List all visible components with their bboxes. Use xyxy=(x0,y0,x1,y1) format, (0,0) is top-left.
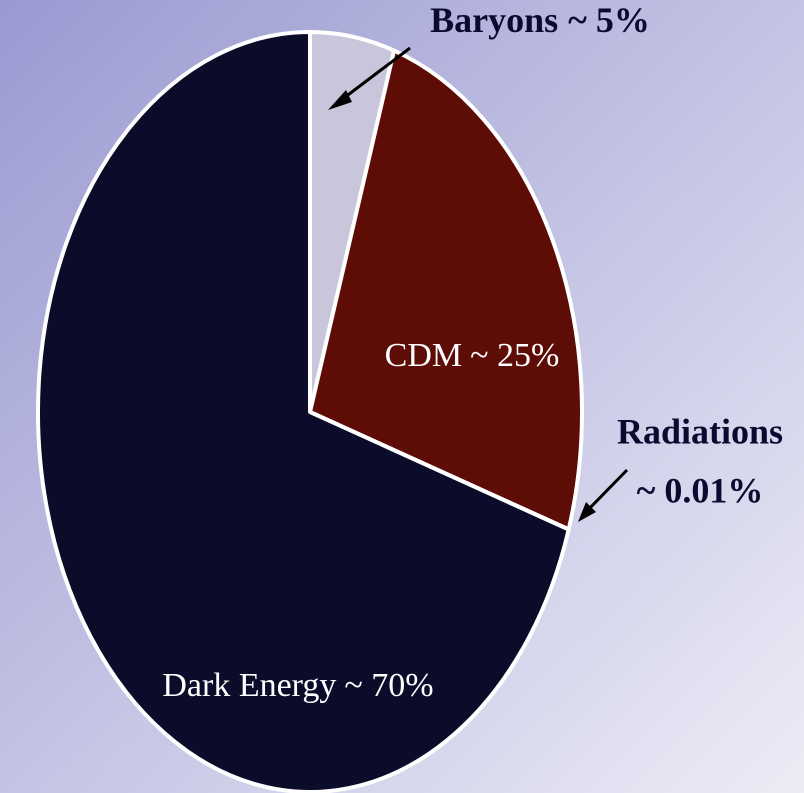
radiations-arrowhead xyxy=(578,502,596,522)
value-label: ~ 5% xyxy=(568,0,650,40)
dark-energy-label: Dark Energy ~ 70% xyxy=(162,667,433,704)
pie-slice xyxy=(36,30,571,793)
baryons-arrow xyxy=(335,46,411,106)
value-label: ~ 0.01% xyxy=(637,470,764,510)
category-label: Dark Energy xyxy=(162,667,336,704)
value-label: ~ 25% xyxy=(470,337,559,374)
radiations-arrow xyxy=(582,468,629,516)
pie-slice xyxy=(308,48,584,532)
pie xyxy=(36,30,584,793)
value-label: ~ 70% xyxy=(344,667,433,704)
category-label: Radiations xyxy=(617,411,783,451)
category-label: Baryons xyxy=(430,0,558,40)
category-label: CDM xyxy=(385,337,462,374)
cdm-label: CDM ~ 25% xyxy=(385,337,560,374)
baryons-label: Baryons ~ 5% xyxy=(430,0,650,40)
baryons-arrowhead xyxy=(328,90,352,110)
